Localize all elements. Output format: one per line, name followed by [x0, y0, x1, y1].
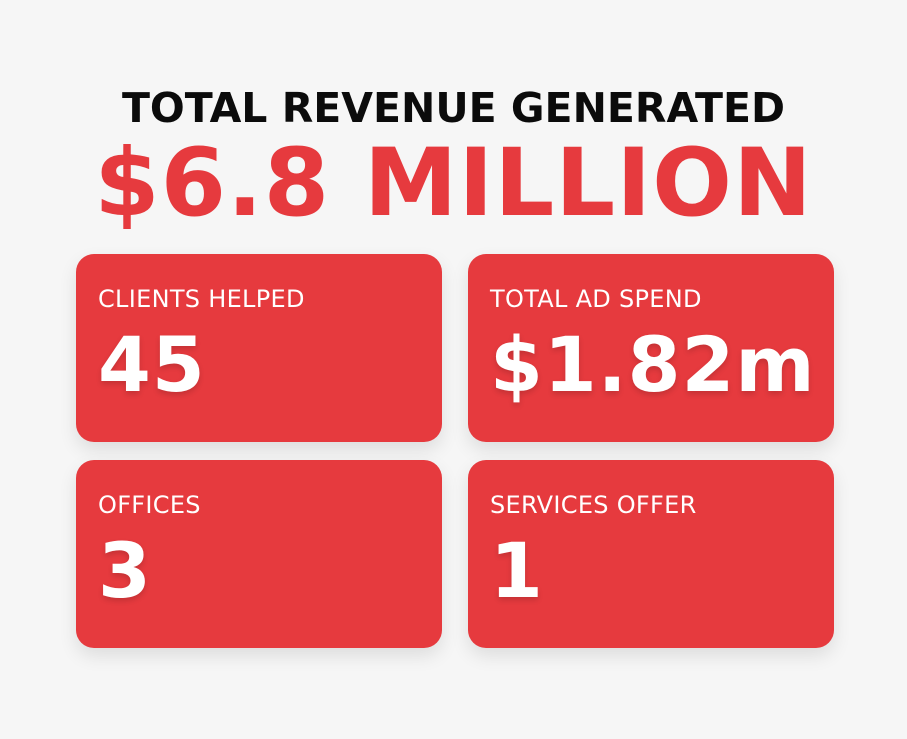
stat-card-label: SERVICES OFFER — [490, 491, 697, 519]
stat-card-value: 1 — [490, 526, 544, 615]
stat-card-value: $1.82m — [490, 320, 816, 409]
stat-card-value: 3 — [98, 526, 152, 615]
stat-card-label: OFFICES — [98, 491, 201, 519]
stat-card-offices: OFFICES 3 — [76, 460, 442, 648]
stat-card-label: CLIENTS HELPED — [98, 285, 305, 313]
stat-card-value: 45 — [98, 320, 206, 409]
total-revenue-value: $6.8 MILLION — [94, 129, 813, 238]
stat-card-total-ad-spend: TOTAL AD SPEND $1.82m — [468, 254, 834, 442]
headline: TOTAL REVENUE GENERATED — [121, 84, 786, 132]
stat-card-services-offer: SERVICES OFFER 1 — [468, 460, 834, 648]
stat-card-label: TOTAL AD SPEND — [490, 285, 702, 313]
stat-card-clients-helped: CLIENTS HELPED 45 — [76, 254, 442, 442]
